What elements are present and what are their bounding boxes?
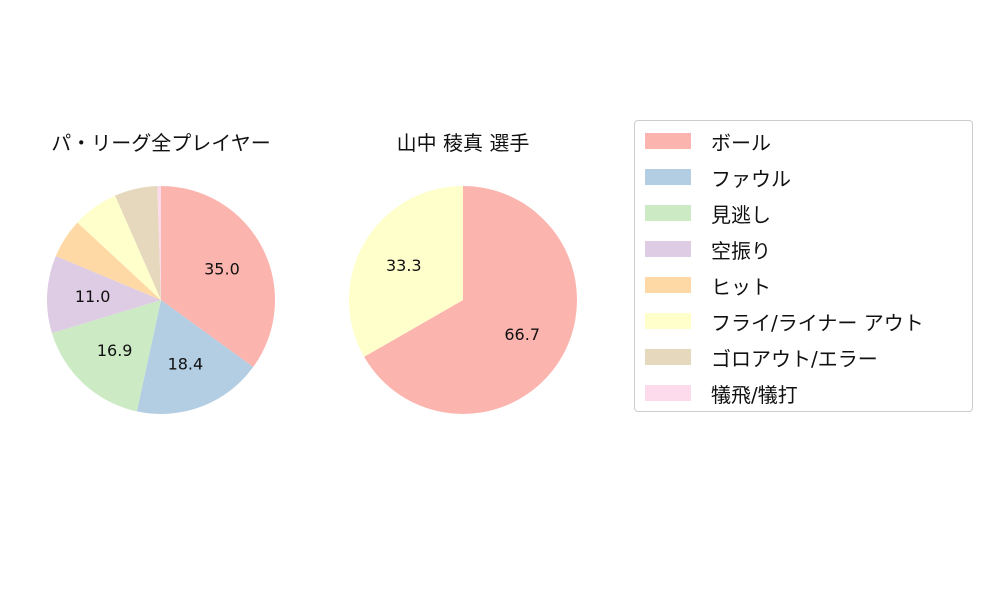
legend-item: 空振り — [645, 235, 771, 263]
legend-swatch — [645, 133, 691, 149]
legend-item: 見逃し — [645, 199, 771, 227]
pie-slice-league-2 — [51, 300, 161, 412]
legend-item: フライ/ライナー アウト — [645, 307, 924, 335]
pie-title-player: 山中 稜真 選手 — [396, 131, 530, 155]
legend-item: ゴロアウト/エラー — [645, 343, 878, 371]
legend-swatch — [645, 313, 691, 329]
pie-slice-player-0 — [364, 186, 577, 414]
legend-swatch — [645, 385, 691, 401]
legend-item: ファウル — [645, 163, 791, 191]
pie-slice-league-1 — [136, 300, 254, 414]
legend-label: ゴロアウト/エラー — [711, 346, 878, 371]
pie-title-league: パ・リーグ全プレイヤー — [51, 131, 271, 155]
legend-item: 犠飛/犠打 — [645, 379, 798, 407]
pie-slice-league-5 — [77, 195, 161, 300]
pie-slice-player-5 — [348, 186, 463, 357]
pie-slice-league-3 — [46, 256, 161, 334]
legend-label: フライ/ライナー アウト — [711, 310, 924, 335]
pie-slice-league-7 — [157, 186, 161, 300]
pie-data-label-league-2: 16.9 — [97, 341, 133, 360]
legend-swatch — [645, 349, 691, 365]
legend-swatch — [645, 241, 691, 257]
legend-label: ボール — [711, 130, 771, 155]
legend-label: 見逃し — [711, 202, 771, 227]
pie-slice-league-0 — [161, 186, 275, 368]
legend-swatch — [645, 205, 691, 221]
pie-data-label-player-0: 66.7 — [504, 325, 540, 344]
legend-item: ヒット — [645, 271, 771, 299]
legend: ボールファウル見逃し空振りヒットフライ/ライナー アウト ゴロアウト/エラー 犠飛/… — [634, 120, 973, 412]
pie-data-label-league-0: 35.0 — [204, 259, 240, 278]
pie-slice-league-6 — [115, 186, 161, 300]
legend-swatch — [645, 169, 691, 185]
legend-label: ファウル — [711, 166, 791, 191]
pie-slice-league-4 — [55, 222, 161, 300]
legend-item: ボール — [645, 127, 771, 155]
legend-label: ヒット — [711, 274, 771, 299]
legend-swatch — [645, 277, 691, 293]
pie-data-label-league-1: 18.4 — [168, 354, 204, 373]
legend-label: 空振り — [711, 238, 771, 263]
pie-data-label-player-5: 33.3 — [386, 256, 422, 275]
legend-label: 犠飛/犠打 — [711, 382, 798, 407]
pie-data-label-league-3: 11.0 — [75, 287, 111, 306]
